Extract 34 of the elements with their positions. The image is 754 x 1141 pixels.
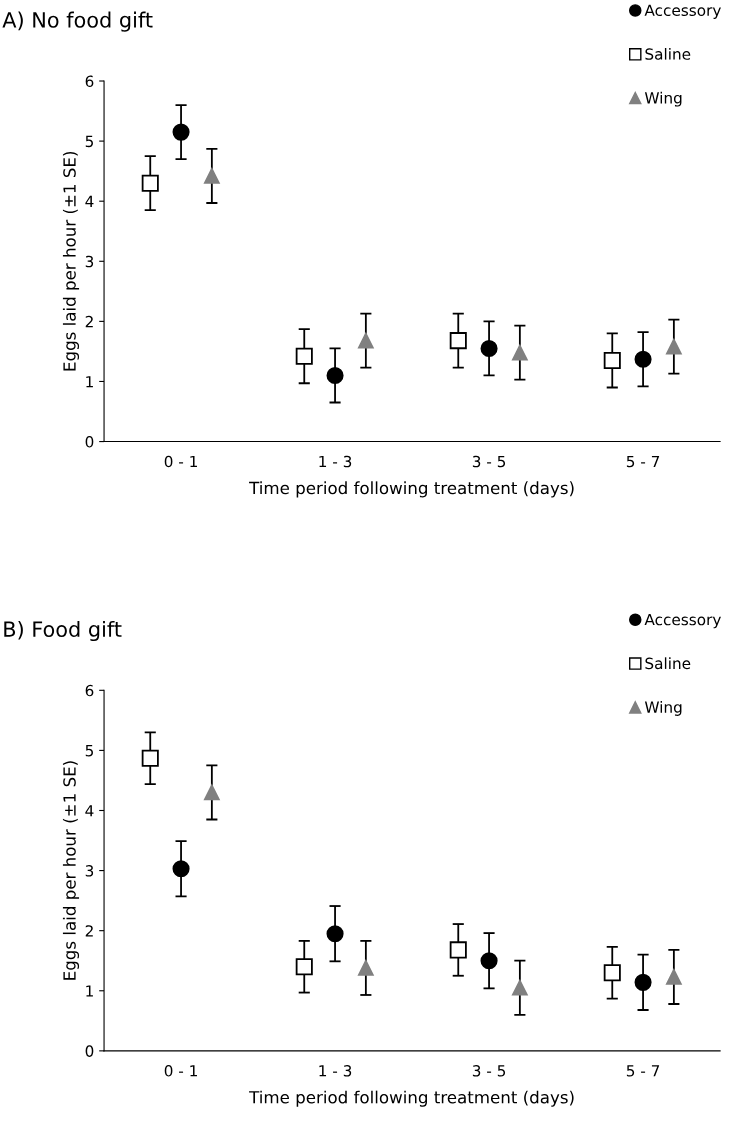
legend-label: Saline	[645, 48, 691, 60]
x-axis-title: Time period following treatment (days)	[249, 481, 574, 498]
y-tick-label: 5	[85, 745, 93, 757]
x-tick-label: 3 - 5	[472, 455, 506, 468]
legend-label: Wing	[644, 701, 682, 716]
x-tick-label: 0 - 1	[164, 455, 197, 468]
x-tick-label: 5 - 7	[626, 1065, 660, 1077]
x-axis-title: Time period following treatment (days)	[249, 1090, 574, 1107]
y-tick-label: 2	[85, 315, 93, 328]
y-tick-label: 4	[85, 805, 94, 817]
y-tick-label: 3	[85, 255, 94, 268]
chart-title: A) No food gift	[2, 11, 153, 32]
legend-label: Accessory	[644, 4, 721, 19]
y-tick-label: 0	[85, 1045, 94, 1057]
y-tick-label: 2	[85, 925, 93, 937]
y-tick-label: 5	[85, 135, 93, 148]
legend-label: Accessory	[644, 613, 721, 629]
legend-label: Wing	[644, 91, 682, 107]
y-axis-title: Eggs laid per hour (±1 SE)	[62, 151, 80, 371]
y-tick-label: 0	[85, 436, 94, 448]
y-tick-label: 6	[85, 684, 94, 697]
y-tick-label: 4	[85, 195, 94, 207]
chart-title: B) Food gift	[4, 620, 122, 642]
y-tick-label: 1	[86, 985, 93, 997]
y-tick-label: 3	[85, 865, 94, 877]
y-tick-label: 6	[85, 75, 94, 88]
x-tick-label: 1 - 3	[319, 1065, 352, 1077]
x-tick-label: 5 - 7	[626, 455, 660, 468]
legend-label: Saline	[645, 657, 691, 670]
x-tick-label: 1 - 3	[319, 455, 352, 468]
y-tick-label: 1	[86, 376, 93, 388]
x-tick-label: 3 - 5	[472, 1065, 506, 1077]
x-tick-label: 0 - 1	[164, 1065, 197, 1077]
y-axis-title: Eggs laid per hour (±1 SE)	[62, 761, 80, 980]
